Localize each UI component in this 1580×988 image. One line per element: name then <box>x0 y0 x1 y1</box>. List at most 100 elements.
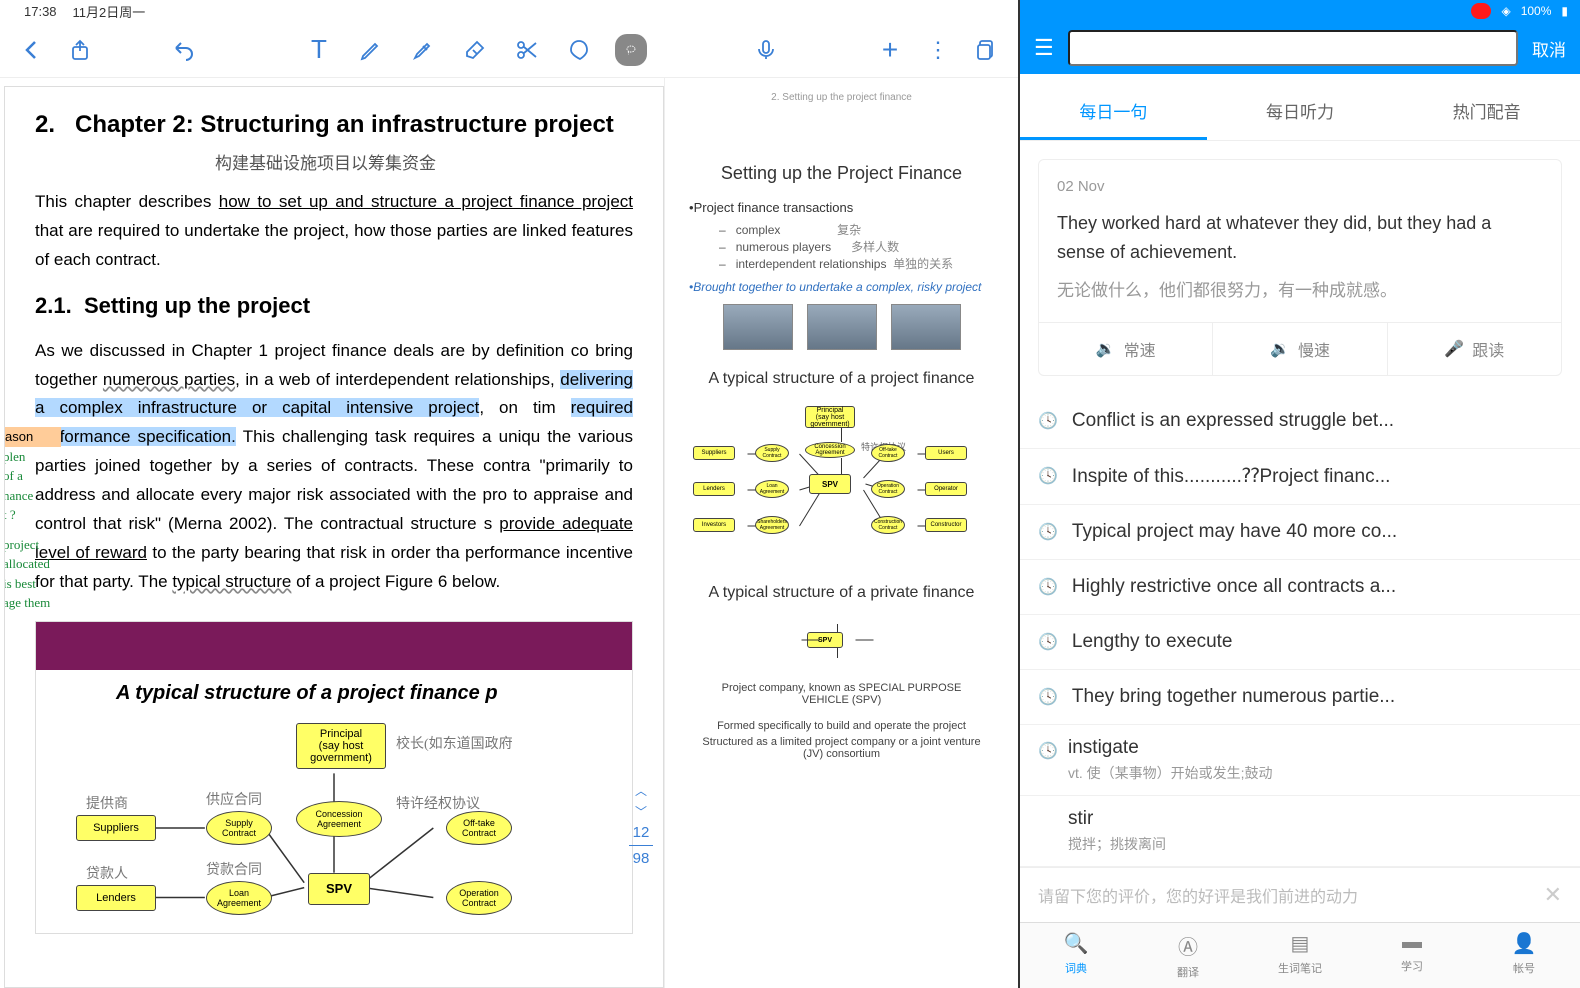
side-caption-1: Project company, known as SPECIAL PURPOS… <box>699 682 984 706</box>
node-supply: SupplyContract <box>206 811 272 845</box>
side-sub-3: – interdependent relationships 单独的关系 <box>719 255 1004 272</box>
wifi-icon: ◈ <box>1501 4 1510 18</box>
tab-listen[interactable]: 每日听力 <box>1207 88 1394 140</box>
bottom-nav: 🔍词典 Ⓐ翻译 ▤生词笔记 ▬学习 👤帐号 <box>1020 922 1580 988</box>
mic-button[interactable] <box>750 34 782 66</box>
daily-chinese: 无论做什么，他们都很努力，有一种成就感。 <box>1057 277 1543 304</box>
lasso-tool[interactable] <box>615 34 647 66</box>
menu-button[interactable]: ☰ <box>1034 35 1054 61</box>
body-paragraph: As we discussed in Chapter 1 project fin… <box>35 337 633 597</box>
audio-normal[interactable]: 🔉常速 <box>1039 323 1213 375</box>
pages-button[interactable] <box>970 34 1002 66</box>
note-supply: 供应合同 <box>206 789 262 809</box>
page-total: 98 <box>633 850 650 867</box>
history-item[interactable]: 🕓Lengthy to execute <box>1020 615 1580 670</box>
figure-title: A typical structure of a project finance… <box>36 670 632 723</box>
pen-tool[interactable] <box>355 34 387 66</box>
side-crumb: 2. Setting up the project finance <box>679 92 1004 103</box>
status-bar-left: 17:38 11月2日周一 <box>0 0 1018 22</box>
scissors-tool[interactable] <box>511 34 543 66</box>
notes-app: 17:38 11月2日周一 T <box>0 0 1020 988</box>
close-feedback[interactable]: ✕ <box>1544 882 1562 908</box>
cancel-button[interactable]: 取消 <box>1532 36 1566 61</box>
side-caption-2: Formed specifically to build and operate… <box>699 720 984 732</box>
side-panel[interactable]: 2. Setting up the project finance Settin… <box>664 78 1018 988</box>
daily-date: 02 Nov <box>1057 178 1543 195</box>
side-title-3: A typical structure of a private finance <box>679 584 1004 602</box>
node-offtake: Off-takeContract <box>446 811 512 845</box>
note-loan: 贷款合同 <box>206 859 262 879</box>
translate-icon: Ⓐ <box>1178 931 1198 960</box>
audio-follow[interactable]: 🎤跟读 <box>1388 323 1561 375</box>
clock-icon: 🕓 <box>1038 466 1058 486</box>
page-up[interactable]: ︿ <box>635 782 647 799</box>
dictionary-app: ◈ 100% ▮ ☰ 取消 每日一句 每日听力 热门配音 02 Nov They… <box>1020 0 1580 988</box>
daily-sentence-card: 02 Nov They worked hard at whatever they… <box>1038 159 1562 376</box>
history-item[interactable]: 🕓Conflict is an expressed struggle bet..… <box>1020 394 1580 449</box>
shape-tool[interactable] <box>563 34 595 66</box>
history-item[interactable]: 🕓Highly restrictive once all contracts a… <box>1020 560 1580 615</box>
more-button[interactable]: ⋮ <box>922 34 954 66</box>
side-diagram-1: Principal(say hostgovernment) Concession… <box>679 404 1004 564</box>
history-item[interactable]: 🕓Inspite of this...........⁇Project fina… <box>1020 449 1580 505</box>
nav-study[interactable]: ▬学习 <box>1356 923 1468 988</box>
eraser-tool[interactable] <box>459 34 491 66</box>
side-diagram-2: SPV <box>679 618 1004 668</box>
note-suppliers: 提供商 <box>86 793 128 813</box>
highlighter-tool[interactable] <box>407 34 439 66</box>
handwriting-annotation: 构建基础设施项目以筹集资金 <box>215 149 633 174</box>
document-main[interactable]: ason plen of a nance t ? project allocat… <box>4 86 664 988</box>
notebook-icon: ▤ <box>1291 931 1310 956</box>
clock-icon: 🕓 <box>1038 411 1058 431</box>
battery-text: 100% <box>1521 4 1552 18</box>
note-principal: 校长(如东道国政府 <box>396 733 513 753</box>
user-icon: 👤 <box>1512 931 1537 956</box>
clock-icon: 🕓 <box>1038 522 1058 542</box>
feedback-text: 请留下您的评价，您的好评是我们前进的动力 <box>1038 883 1358 907</box>
side-bullet-2: •Brought together to undertake a complex… <box>689 280 1004 294</box>
search-input[interactable] <box>1068 30 1518 66</box>
note-concession: 特许经权协议 <box>396 793 480 813</box>
dict-tabs: 每日一句 每日听力 热门配音 <box>1020 74 1580 141</box>
record-indicator <box>1471 3 1491 19</box>
status-time: 17:38 <box>24 4 57 19</box>
audio-slow[interactable]: 🔉慢速 <box>1213 323 1387 375</box>
history-item[interactable]: 🕓They bring together numerous partie... <box>1020 670 1580 725</box>
word-item[interactable]: 🕓instigatevt. 使（某事物）开始或发生;鼓动 <box>1020 725 1580 796</box>
nav-translate[interactable]: Ⓐ翻译 <box>1132 923 1244 988</box>
page-down[interactable]: ﹀ <box>635 803 647 820</box>
add-button[interactable]: + <box>874 34 906 66</box>
side-title-2: A typical structure of a project finance <box>679 370 1004 388</box>
text-tool[interactable]: T <box>303 34 335 66</box>
side-bullet-1: •Project finance transactions <box>689 200 1004 215</box>
document-area: ason plen of a nance t ? project allocat… <box>0 78 1018 988</box>
page-current: 12 <box>633 824 650 841</box>
word-item[interactable]: stir搅拌；挑拨离间 <box>1020 796 1580 867</box>
node-operation: OperationContract <box>446 881 512 915</box>
node-spv: SPV <box>308 873 370 905</box>
feedback-bar: 请留下您的评价，您的好评是我们前进的动力 ✕ <box>1020 867 1580 922</box>
side-caption-3: Structured as a limited project company … <box>699 736 984 760</box>
tab-daily[interactable]: 每日一句 <box>1020 88 1207 140</box>
node-lenders: Lenders <box>76 885 156 911</box>
share-button[interactable] <box>64 34 96 66</box>
nav-dict[interactable]: 🔍词典 <box>1020 923 1132 988</box>
side-sub-1: – complex 复杂 <box>719 221 1004 238</box>
note-lenders: 贷款人 <box>86 863 128 883</box>
back-button[interactable] <box>16 34 48 66</box>
tab-dub[interactable]: 热门配音 <box>1393 88 1580 140</box>
side-title-1: Setting up the Project Finance <box>679 163 1004 184</box>
node-concession: ConcessionAgreement <box>296 801 382 837</box>
clock-icon: 🕓 <box>1038 632 1058 652</box>
page-indicator: ︿ ﹀ 12 98 <box>629 782 653 867</box>
history-item[interactable]: 🕓Typical project may have 40 more co... <box>1020 505 1580 560</box>
clock-icon: 🕓 <box>1038 741 1058 761</box>
nav-account[interactable]: 👤帐号 <box>1468 923 1580 988</box>
chapter-heading: 2. Chapter 2: Structuring an infrastruct… <box>35 111 633 139</box>
node-principal: Principal(say hostgovernment) <box>296 723 386 769</box>
notes-toolbar: T <box>0 22 1018 78</box>
nav-notebook[interactable]: ▤生词笔记 <box>1244 923 1356 988</box>
undo-button[interactable] <box>168 34 200 66</box>
section-heading: 2.1. Setting up the project <box>35 293 633 319</box>
dict-topbar: ☰ 取消 <box>1020 22 1580 74</box>
